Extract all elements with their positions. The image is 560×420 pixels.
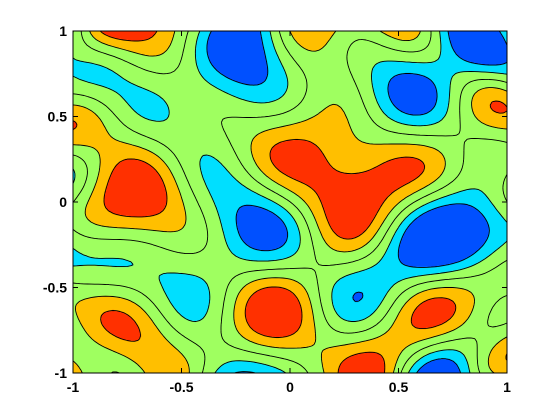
contour-line-level-4 <box>72 30 508 374</box>
y-tick-label: 0 <box>59 194 67 210</box>
y-tick-label: -0.5 <box>43 280 67 296</box>
y-axis: -1 -0.5 0 0.5 1 <box>43 23 507 381</box>
contour-lines <box>72 30 508 374</box>
x-tick-label: 1 <box>503 379 511 395</box>
x-tick-label: 0 <box>286 379 294 395</box>
plot-area <box>72 30 508 374</box>
x-tick-label: -0.5 <box>169 379 193 395</box>
y-tick-label: 1 <box>59 23 67 39</box>
x-tick-label: -1 <box>67 379 80 395</box>
contour-line-level-2 <box>72 30 508 374</box>
contour-line-level-5 <box>72 30 508 374</box>
x-tick-label: 0.5 <box>389 379 409 395</box>
contour-line-level-3 <box>72 30 508 374</box>
y-tick-label: 0.5 <box>48 109 68 125</box>
y-tick-label: -1 <box>55 365 68 381</box>
x-axis: -1 -0.5 0 0.5 1 <box>67 31 511 395</box>
